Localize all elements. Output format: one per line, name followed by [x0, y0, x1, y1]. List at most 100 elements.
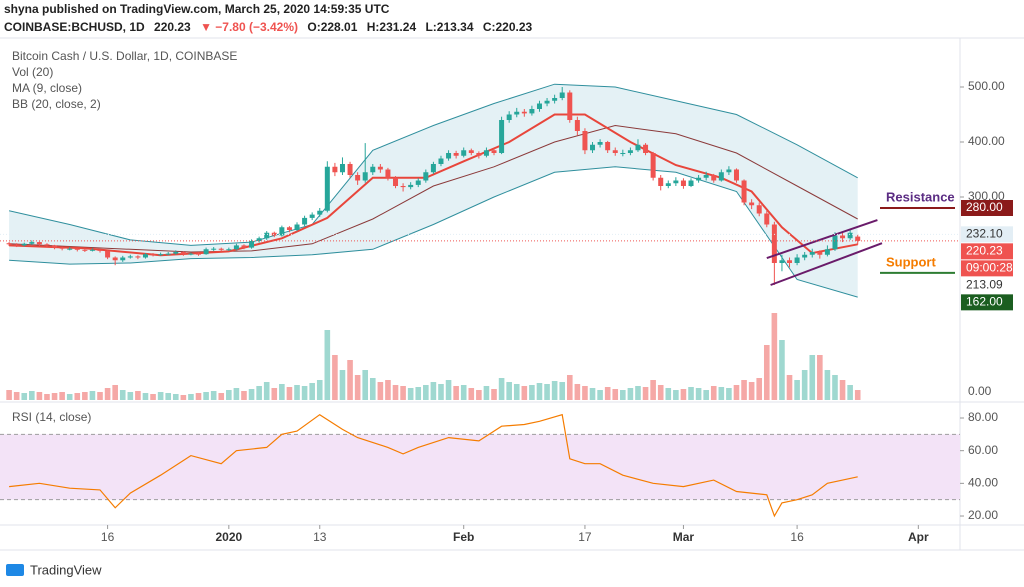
- volume-bar: [233, 388, 240, 400]
- candle-body: [415, 180, 421, 185]
- candle-body: [324, 166, 330, 211]
- volume-bar: [673, 390, 679, 400]
- volume-bar: [369, 378, 376, 400]
- candle-body: [294, 224, 300, 230]
- y-tick-label: 500.00: [968, 79, 1005, 93]
- volume-bar: [491, 389, 497, 400]
- candle-body: [847, 232, 853, 239]
- price-label: 280.00: [966, 200, 1003, 214]
- candle-body: [264, 232, 270, 239]
- legend-ma: MA (9, close): [12, 81, 82, 95]
- volume-bar: [536, 383, 543, 400]
- published-line: shyna published on TradingView.com, Marc…: [4, 2, 390, 16]
- candle-body: [673, 180, 679, 184]
- volume-bar: [650, 380, 656, 400]
- candle-body: [491, 150, 497, 153]
- volume-bar: [506, 382, 512, 400]
- volume-bar: [188, 394, 194, 400]
- volume-bar: [657, 385, 664, 400]
- volume-bar: [74, 393, 81, 400]
- candle-body: [703, 175, 709, 178]
- price-label-box: [961, 294, 1013, 311]
- volume-bar: [794, 380, 800, 400]
- volume-bar: [6, 390, 12, 400]
- volume-bar: [347, 360, 353, 400]
- candle-body: [423, 172, 429, 181]
- candle-body: [286, 227, 292, 230]
- volume-bar: [44, 394, 50, 400]
- candle-body: [408, 184, 414, 188]
- candle-body: [726, 169, 732, 173]
- candle-body: [211, 248, 217, 250]
- volume-bar: [256, 386, 262, 400]
- brand-logo: [6, 564, 24, 576]
- candle-body: [446, 153, 452, 159]
- countdown: 09:00:28: [966, 261, 1013, 275]
- price-label-box: [961, 226, 1013, 243]
- brand-name: TradingView: [30, 562, 102, 577]
- candle-body: [536, 103, 542, 109]
- volume-bar: [385, 380, 391, 400]
- candle-body: [817, 252, 823, 255]
- volume-bar: [218, 393, 225, 400]
- candle-body: [180, 252, 186, 255]
- candle-body: [461, 150, 467, 156]
- volume-bar: [119, 390, 126, 400]
- volume-bar: [339, 370, 346, 400]
- y-tick-label: 20.00: [968, 508, 998, 522]
- candle-body: [370, 166, 376, 173]
- legend-volume: Vol (20): [12, 65, 53, 79]
- candle-body: [256, 238, 262, 241]
- y-tick-label: 400.00: [968, 134, 1005, 148]
- volume-bar: [135, 391, 141, 400]
- candle-body: [506, 114, 512, 120]
- volume-bar: [112, 385, 118, 400]
- brand[interactable]: TradingView: [6, 562, 102, 577]
- candle-body: [112, 257, 118, 261]
- volume-bar: [407, 388, 414, 400]
- candle-body: [521, 111, 527, 114]
- candle-body: [771, 224, 777, 263]
- price-label: 220.23: [966, 244, 1003, 258]
- volume-bar: [400, 386, 406, 400]
- volume-bar: [332, 355, 338, 400]
- bb-upper: [8, 83, 858, 246]
- candle-body: [438, 158, 444, 164]
- candle-body: [339, 164, 345, 173]
- candle-body: [89, 249, 95, 251]
- volume-bar: [551, 381, 558, 400]
- volume-bar: [172, 394, 179, 400]
- symbol-line: COINBASE:BCHUSD, 1D 220.23 ▼ −7.80 (−3.4…: [4, 20, 533, 34]
- candle-body: [453, 153, 459, 156]
- countdown-box: [961, 260, 1013, 277]
- volume-bar: [847, 385, 853, 400]
- volume-bar: [854, 390, 861, 400]
- volume-bar: [763, 345, 770, 400]
- x-tick-label: 16: [101, 530, 115, 544]
- candle-body: [44, 244, 50, 246]
- candle-body: [196, 253, 202, 255]
- volume-bar: [354, 375, 361, 400]
- candle-body: [567, 92, 573, 120]
- candle-body: [711, 175, 717, 181]
- candle-body: [787, 260, 793, 263]
- candle-body: [309, 214, 315, 218]
- change: ▼ −7.80 (−3.42%): [200, 20, 298, 34]
- candle-body: [74, 248, 80, 250]
- trend-line: [770, 242, 883, 286]
- volume-bar: [498, 378, 505, 400]
- candle-body: [665, 183, 671, 186]
- volume-bar: [733, 385, 740, 400]
- candle-body: [6, 243, 12, 245]
- candle-body: [733, 169, 739, 181]
- candle-body: [82, 249, 88, 251]
- volume-bar: [779, 340, 785, 400]
- volume-bar: [726, 388, 732, 400]
- volume-bar: [476, 390, 482, 400]
- volume-bar: [771, 313, 778, 400]
- volume-bar: [195, 393, 202, 400]
- volume-bar: [756, 378, 763, 400]
- candle-body: [696, 177, 702, 181]
- candle-body: [241, 245, 247, 248]
